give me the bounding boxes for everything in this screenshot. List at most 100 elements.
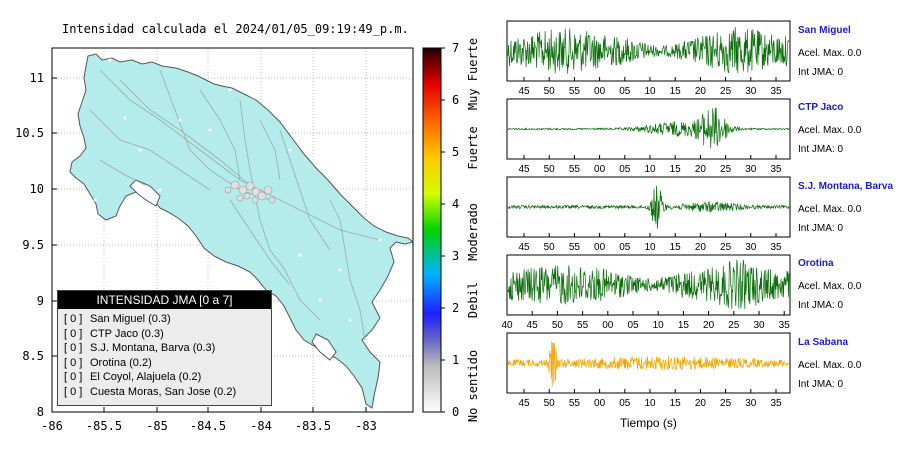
waveform-tick-label: 25 <box>720 242 732 253</box>
waveform-tick-label: 55 <box>577 320 589 331</box>
waveform-tick-label: 30 <box>745 164 757 175</box>
waveform-tick-label: 10 <box>644 86 656 97</box>
waveform-tick-label: 00 <box>602 320 614 331</box>
waveform-trace <box>507 107 790 149</box>
legend-item-level: [ 0 ] <box>64 342 83 355</box>
waveform-tick-label: 35 <box>770 242 782 253</box>
waveform-panel: 45 50 55 00 05 10 15 20 25 30 35 <box>506 176 791 253</box>
colorbar-tick-label: 1 <box>452 353 459 367</box>
waveform-trace <box>507 259 790 310</box>
intensity-colorbar <box>422 47 442 413</box>
city-cluster <box>224 180 276 204</box>
waveform-tick-label: 50 <box>544 86 556 97</box>
map-x-tick-label: -86 <box>41 419 63 433</box>
waveform-trace <box>507 341 790 387</box>
waveform-tick-label: 00 <box>594 164 606 175</box>
waveform-tick-label: 45 <box>518 398 530 409</box>
legend-item: [ 0 ] Orotina (0.2) <box>64 356 271 371</box>
waveform-frame <box>506 254 791 316</box>
map-y-tick-label: 9 <box>37 294 44 308</box>
map-x-tick-label: -85.5 <box>86 419 122 433</box>
waveforms-x-axis-label: Tiempo (s) <box>620 416 677 430</box>
colorbar-tick-label: 3 <box>452 249 459 263</box>
waveform-tick-label: 05 <box>619 398 631 409</box>
golfo-nicoya <box>129 179 161 207</box>
map-y-tick-label: 10 <box>30 182 44 196</box>
legend-item-label: CTP Jaco (0.3) <box>90 327 164 340</box>
waveform-frame <box>506 332 791 394</box>
waveform-panel: 40 45 50 55 00 05 10 15 20 25 30 35 <box>501 254 791 331</box>
legend-item-label: San Miguel (0.3) <box>90 313 171 325</box>
waveform-tick-label: 30 <box>745 86 757 97</box>
waveform-tick-label: 20 <box>695 398 707 409</box>
waveform-tick-label: 30 <box>745 398 757 409</box>
waveform-tick-label: 15 <box>670 398 682 409</box>
waveform-tick-label: 10 <box>644 242 656 253</box>
legend-item-label: S.J. Montana, Barva (0.3) <box>90 342 216 355</box>
waveform-tick-label: 45 <box>518 242 530 253</box>
waveform-tick-label: 05 <box>627 320 639 331</box>
station-name: Orotina <box>798 258 834 269</box>
waveform-tick-label: 55 <box>569 164 581 175</box>
waveform-tick-label: 25 <box>728 320 740 331</box>
waveform-tick-label: 15 <box>670 86 682 97</box>
waveform-tick-label: 10 <box>644 164 656 175</box>
costa-rica-land <box>69 53 413 409</box>
colorbar-tick-label: 5 <box>452 145 459 159</box>
waveform-tick-label: 55 <box>569 86 581 97</box>
station-int: Int JMA: 0 <box>798 379 844 390</box>
station-int: Int JMA: 0 <box>798 67 844 78</box>
station-acel: Acel. Max. 0.0 <box>798 204 862 215</box>
waveform-panel: 45 50 55 00 05 10 15 20 25 30 35 <box>506 20 791 97</box>
map-y-tick-label: 9.5 <box>22 238 44 252</box>
map-x-tick-label: -83 <box>355 419 377 433</box>
colorbar-category-label: Debil <box>466 282 480 318</box>
waveform-tick-label: 50 <box>544 164 556 175</box>
waveform-tick-label: 00 <box>594 398 606 409</box>
waveform-tick-label: 20 <box>695 164 707 175</box>
waveform-tick-label: 25 <box>720 164 732 175</box>
waveform-tick-label: 35 <box>779 320 791 331</box>
station-acel: Acel. Max. 0.0 <box>798 48 862 59</box>
colorbar-tick-label: 6 <box>452 93 459 107</box>
legend-item-level: [ 0 ] <box>64 385 83 398</box>
waveform-trace <box>507 185 790 229</box>
waveform-trace <box>507 27 790 74</box>
waveform-panel: 45 50 55 00 05 10 15 20 25 30 35 <box>506 332 791 409</box>
legend-item-level: [ 0 ] <box>64 313 83 325</box>
legend-item: [ 0 ] S.J. Montana, Barva (0.3) <box>64 341 271 356</box>
colorbar-category-label: Moderado <box>466 203 480 261</box>
waveform-tick-label: 15 <box>670 242 682 253</box>
map-y-tick-label: 10.5 <box>15 126 44 140</box>
waveform-tick-label: 20 <box>695 86 707 97</box>
waveform-frame <box>506 176 791 238</box>
map-x-tick-label: -83.5 <box>295 419 331 433</box>
station-int: Int JMA: 0 <box>798 300 844 311</box>
legend-item: [ 0 ] CTP Jaco (0.3) <box>64 327 271 342</box>
waveform-tick-label: 35 <box>770 398 782 409</box>
map-y-tick-label: 8 <box>37 405 44 419</box>
waveform-tick-label: 00 <box>594 242 606 253</box>
map-roads <box>89 69 381 341</box>
colorbar-tick-label: 2 <box>452 301 459 315</box>
station-int: Int JMA: 0 <box>798 223 844 234</box>
legend-item-level: [ 0 ] <box>64 356 83 369</box>
waveform-tick-label: 35 <box>770 86 782 97</box>
station-name: San Miguel <box>798 25 851 36</box>
waveform-panel: 45 50 55 00 05 10 15 20 25 30 35 <box>506 98 791 175</box>
legend-list: [ 0 ] San Miguel (0.3) [ 0 ] CTP Jaco (0.3… <box>58 312 271 400</box>
station-acel: Acel. Max. 0.0 <box>798 360 862 371</box>
map-x-ticks <box>103 407 367 412</box>
waveform-tick-label: 15 <box>670 164 682 175</box>
station-name: S.J. Montana, Barva <box>798 181 894 192</box>
map-x-tick-label: -84 <box>250 419 272 433</box>
map-title: Intensidad calculada el 2024/01/05_09:19… <box>62 22 409 36</box>
waveform-tick-label: 55 <box>569 398 581 409</box>
map-y-ticks <box>52 77 57 413</box>
waveform-tick-label: 45 <box>518 164 530 175</box>
station-acel: Acel. Max. 0.0 <box>798 281 862 292</box>
waveform-tick-label: 15 <box>678 320 690 331</box>
waveform-tick-label: 05 <box>619 86 631 97</box>
waveform-tick-label: 55 <box>569 242 581 253</box>
colorbar-tick-label: 7 <box>452 41 459 55</box>
